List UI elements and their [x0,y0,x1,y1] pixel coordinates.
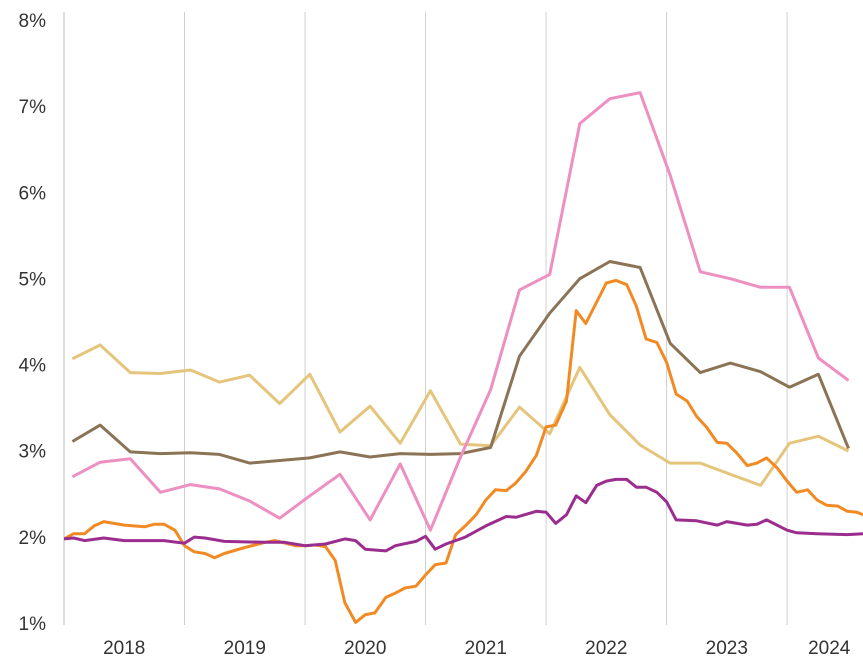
x-tick-label: 2022 [585,638,627,659]
plot-area [64,91,863,624]
y-tick-label: 2% [19,528,47,549]
x-tick-label: 2020 [344,638,386,659]
y-tick-label: 3% [19,442,47,463]
y-tick-label: 4% [19,356,47,377]
x-tick-label: 2021 [465,638,507,659]
series-line [64,477,863,553]
series-line [64,278,863,624]
y-tick-label: 6% [19,183,47,204]
y-tick-label: 8% [19,11,47,32]
x-tick-label: 2019 [224,638,266,659]
series-line [71,260,850,465]
x-tick-label: 2023 [706,638,748,659]
series-line [71,91,850,532]
y-tick-label: 7% [19,97,47,118]
x-tick-label: 2024 [808,638,851,659]
y-tick-label: 1% [19,614,47,635]
y-tick-label: 5% [19,269,47,290]
x-tick-label: 2018 [103,638,145,659]
series-line [71,343,850,487]
